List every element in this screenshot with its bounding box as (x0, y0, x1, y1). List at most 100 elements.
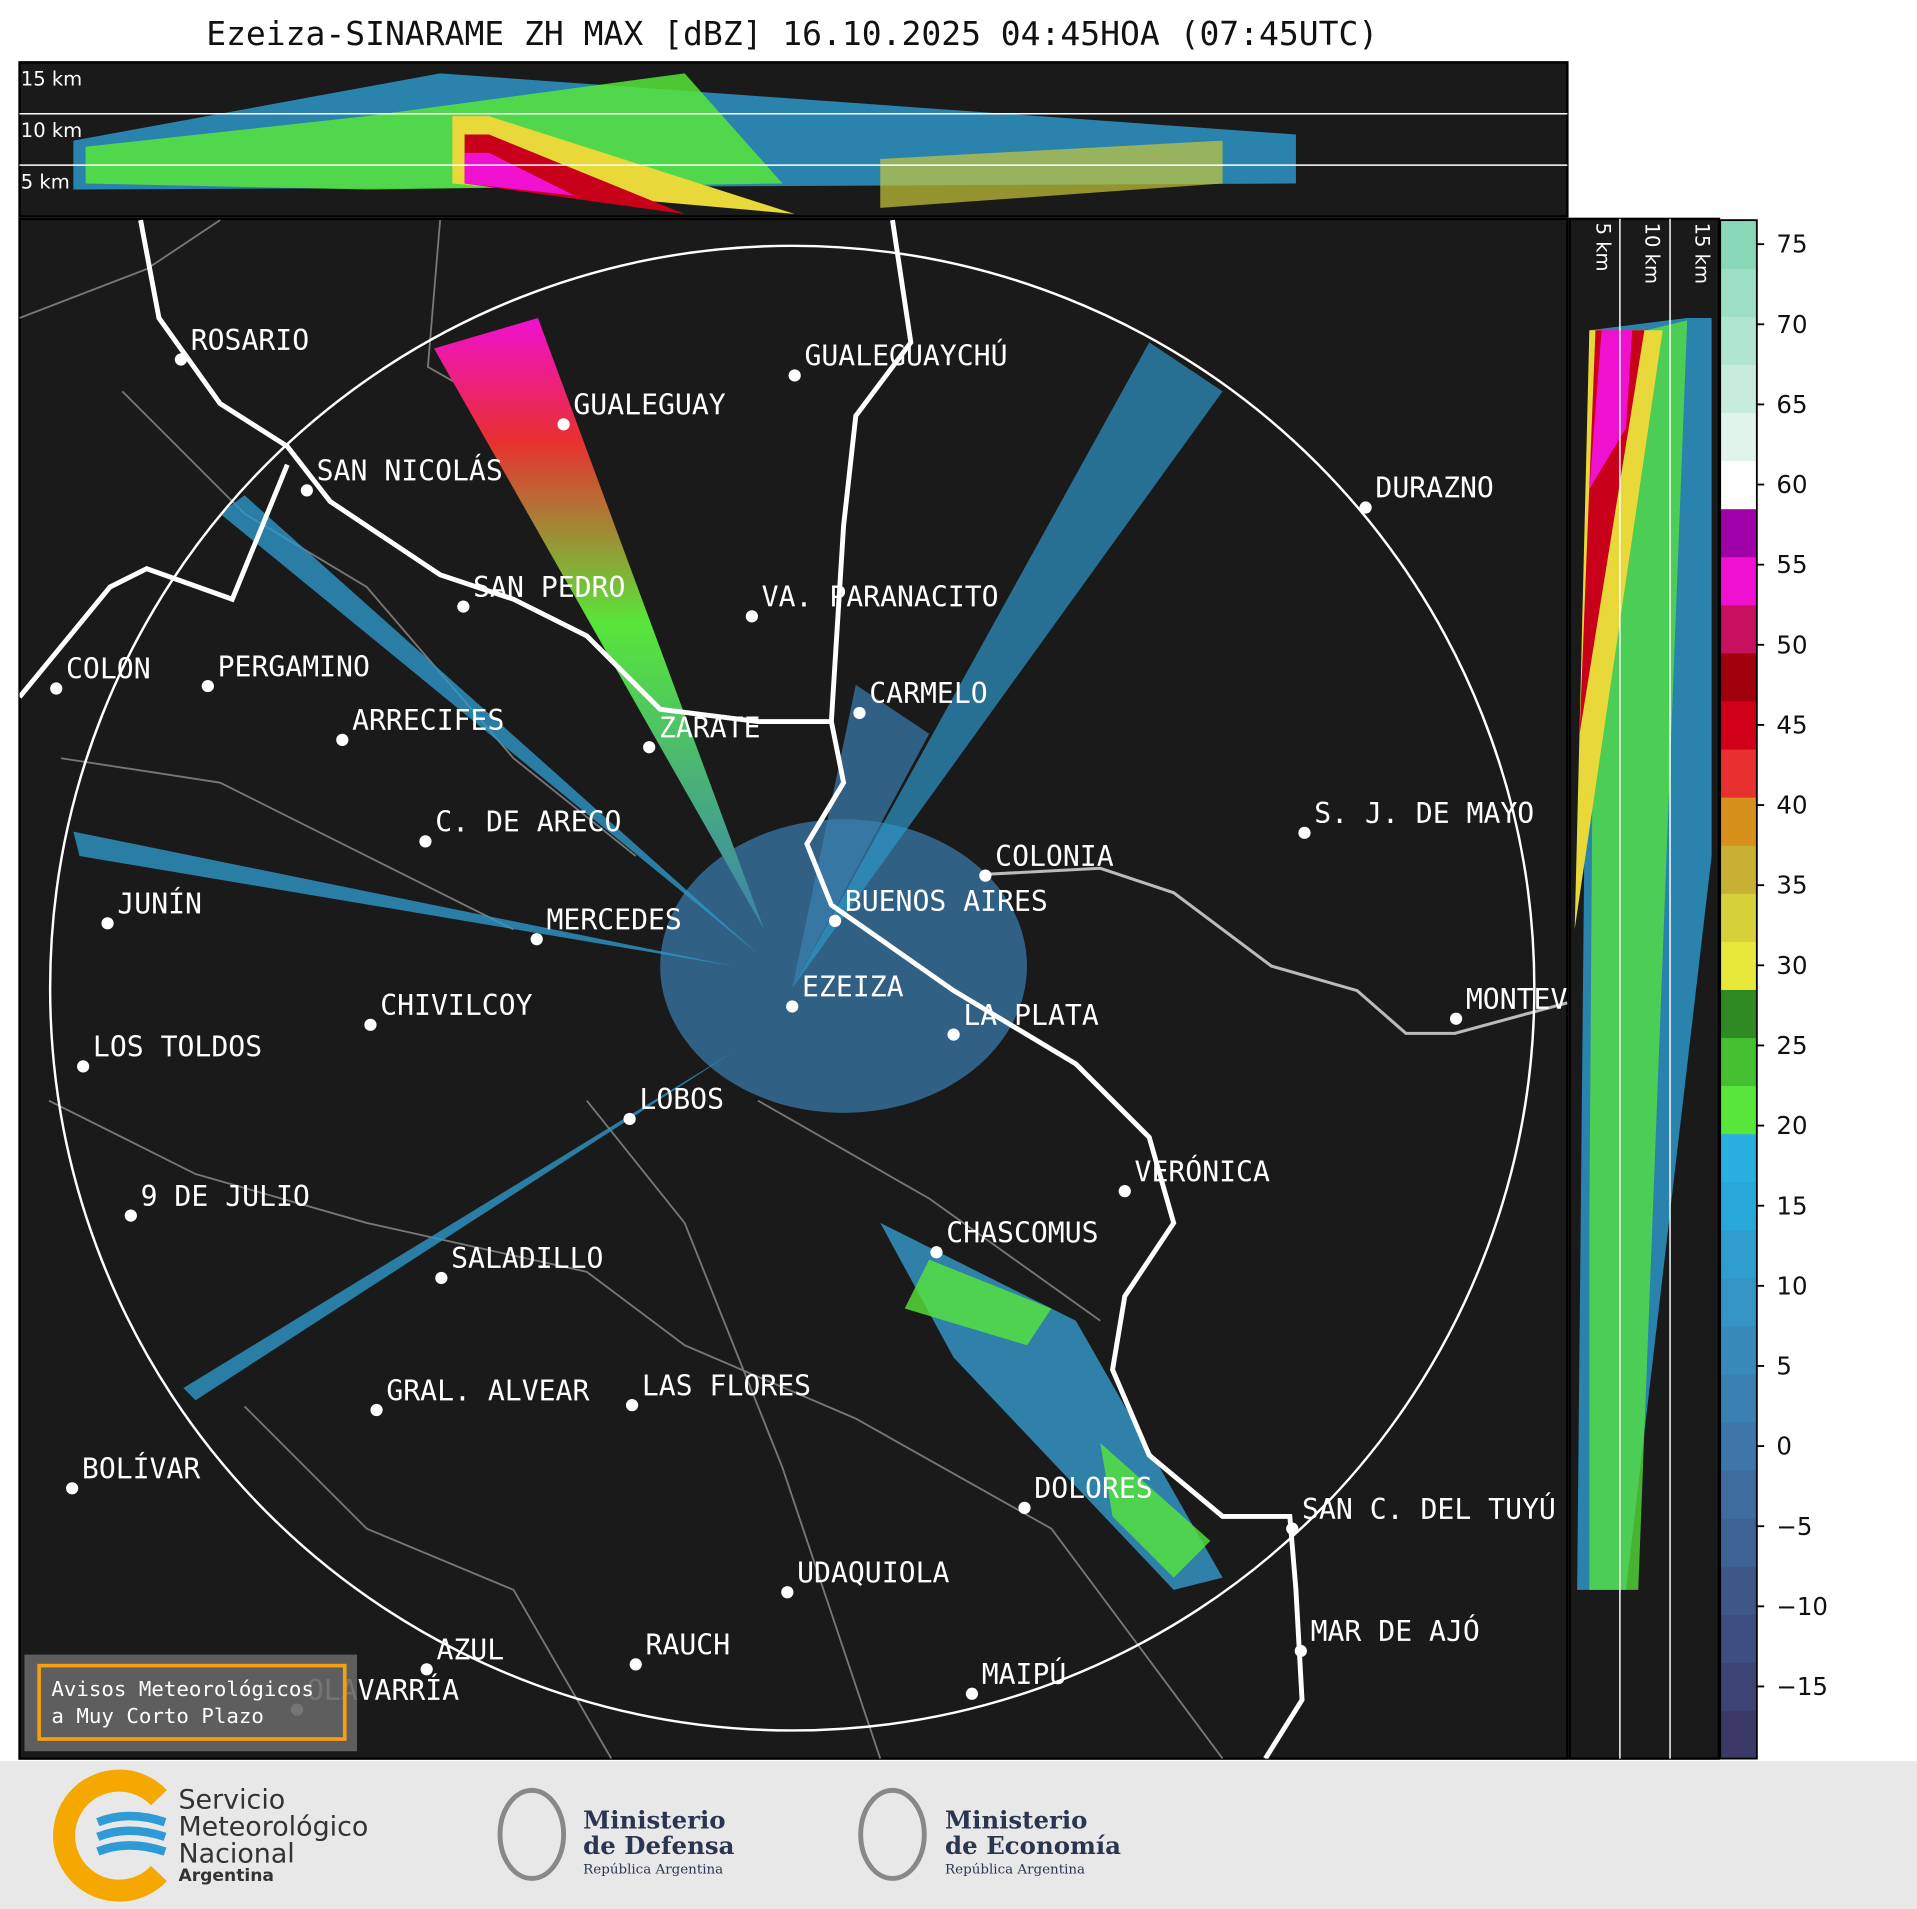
logo-text: República Argentina (583, 1863, 723, 1878)
colorbar-bin (1720, 1566, 1757, 1615)
city-label: DOLORES (1034, 1472, 1152, 1505)
colorbar-bin (1720, 1470, 1757, 1519)
city-dot (979, 869, 992, 882)
colorbar-label: 50 (1776, 630, 1807, 659)
colorbar-bin (1720, 748, 1757, 798)
colorbar-bin (1720, 556, 1757, 606)
city-label: S. J. DE MAYO (1314, 797, 1534, 830)
colorbar-bin (1720, 316, 1757, 365)
city-dot (50, 682, 63, 695)
city-dot (1359, 501, 1372, 514)
city-label: JUNÍN (117, 887, 202, 921)
city-label: COLONIA (995, 840, 1114, 873)
city-label: AZUL (436, 1634, 504, 1667)
height-label: 10 km (1641, 223, 1664, 284)
colorbar-bin (1720, 1277, 1757, 1327)
colorbar-bin (1720, 604, 1757, 654)
logo-text: de Defensa (583, 1831, 734, 1860)
colorbar-label: 35 (1776, 871, 1807, 900)
colorbar-bin (1720, 1662, 1757, 1712)
city-label: GRAL. ALVEAR (386, 1374, 589, 1407)
city-dot (101, 917, 114, 930)
city-label: VERÓNICA (1135, 1154, 1270, 1188)
city-dot (174, 353, 188, 366)
colorbar-bin (1720, 1373, 1757, 1423)
height-label: 5 km (21, 170, 70, 193)
city-dot (853, 706, 866, 720)
logo-text: República Argentina (945, 1863, 1085, 1878)
city-dot (201, 679, 214, 693)
colorbar-label: 60 (1776, 470, 1807, 499)
city-dot (745, 610, 758, 623)
city-label: EZEIZA (802, 971, 904, 1004)
city-dot (1286, 1522, 1299, 1535)
colorbar-bin (1720, 412, 1757, 462)
side-echo (1574, 317, 1712, 1590)
city-dot (420, 1663, 433, 1676)
height-label: 15 km (1691, 223, 1714, 284)
city-label: GUALEGUAYCHÚ (804, 339, 1007, 373)
city-label: UDAQUIOLA (797, 1556, 949, 1589)
notice-text: a Muy Corto Plazo (51, 1704, 264, 1728)
city-dot (643, 741, 656, 754)
colorbar-bin (1720, 1181, 1757, 1231)
colorbar-bin (1720, 1085, 1757, 1135)
colorbar-label: −15 (1776, 1672, 1828, 1701)
city-dot (364, 1018, 377, 1031)
map-layer: ROSARIO GUALEGUAYCHÚ GUALEGUAY SAN NICOLÁS D… (19, 219, 1568, 1759)
smn-logo: Servicio Meteorológico Nacional Argentin… (53, 1769, 368, 1902)
city-dot (965, 1687, 979, 1700)
city-label: ZÁRATE (659, 710, 761, 744)
colorbar-label: 30 (1776, 951, 1807, 980)
city-label: SALADILLO (451, 1242, 603, 1275)
city-label: VA. PARANACITO (762, 581, 999, 614)
city-label: MONTEV (1466, 983, 1568, 1016)
title: Ezeiza-SINARAME ZH MAX [dBZ] 16.10.2025 … (206, 14, 1378, 53)
colorbar-bin (1720, 1325, 1757, 1375)
city-label: LOS TOLDOS (93, 1031, 262, 1064)
city-dot (1298, 826, 1311, 839)
city-dot (435, 1271, 448, 1285)
city-label: MAIPÚ (982, 1657, 1067, 1691)
colorbar-label: 55 (1776, 550, 1807, 579)
city-label: DURAZNO (1375, 472, 1493, 505)
economia-logo: Ministerio de Economía República Argenti… (858, 1787, 1121, 1881)
colorbar-bin (1720, 508, 1757, 558)
city-dot (788, 369, 801, 382)
notice-border (37, 1663, 347, 1741)
city-label: COLON (66, 653, 151, 686)
city-dot (124, 1209, 137, 1222)
city-label: CARMELO (869, 677, 987, 710)
city-label: ARRECIFES (352, 704, 504, 737)
borders (19, 219, 1224, 1759)
colorbar-label: 70 (1776, 310, 1807, 339)
city-label: ROSARIO (191, 324, 309, 357)
city-dot (947, 1028, 960, 1041)
height-label: 5 km (1592, 223, 1615, 272)
colorbar-bin (1720, 1133, 1757, 1183)
city-label: CHASCOMUS (946, 1216, 1098, 1249)
colorbar-label: −10 (1776, 1592, 1828, 1621)
city-label: BUENOS AIRES (845, 885, 1048, 918)
city-dot (336, 733, 349, 746)
colorbar-bin (1720, 1422, 1757, 1471)
city-dot (457, 600, 470, 613)
colorbar-bin (1720, 700, 1757, 750)
city-label: LA PLATA (963, 999, 1098, 1032)
colorbar-bin (1720, 652, 1757, 702)
city-label: GUALEGUAY (573, 389, 725, 422)
logo-text: de Economía (945, 1831, 1121, 1860)
city-label: 9 DE JULIO (141, 1180, 310, 1213)
colorbar-label: −5 (1776, 1512, 1812, 1541)
logo-text: Nacional (178, 1839, 294, 1870)
city-dot (530, 933, 543, 946)
colorbar-bin (1720, 797, 1757, 846)
city-dot (66, 1482, 79, 1495)
logo-text: Meteorológico (178, 1812, 368, 1843)
notice-box (24, 1654, 357, 1752)
city-label: SAN NICOLÁS (317, 454, 503, 488)
city-label: SAN PEDRO (473, 571, 625, 604)
height-label: 10 km (21, 119, 82, 142)
logo-text: Argentina (178, 1866, 273, 1886)
